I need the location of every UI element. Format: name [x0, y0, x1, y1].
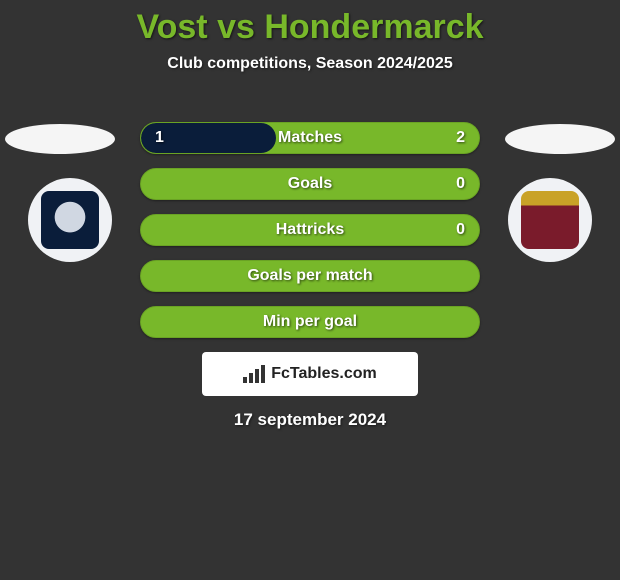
fctables-logo: FcTables.com — [202, 352, 418, 396]
subtitle: Club competitions, Season 2024/2025 — [0, 55, 620, 73]
stat-row: Hattricks0 — [140, 214, 480, 246]
player-left-name-oval — [5, 124, 115, 154]
club-crest-left — [41, 191, 100, 250]
stat-row: Min per goal — [140, 306, 480, 338]
bar-chart-icon — [243, 365, 265, 383]
stat-label: Goals — [141, 169, 479, 199]
club-crest-right — [521, 191, 580, 250]
stat-row: Matches1 2 — [140, 122, 480, 154]
club-badge-left — [28, 178, 112, 262]
stat-label: Hattricks — [141, 215, 479, 245]
stat-row: Goals per match — [140, 260, 480, 292]
stat-right-value: 0 — [456, 215, 465, 245]
infographic-container: Vost vs Hondermarck Club competitions, S… — [0, 0, 620, 580]
stat-label: Matches — [141, 123, 479, 153]
stat-label: Min per goal — [141, 307, 479, 337]
page-title: Vost vs Hondermarck — [0, 0, 620, 47]
date-text: 17 september 2024 — [0, 410, 620, 430]
stat-right-value: 2 — [456, 123, 465, 153]
stats-block: Matches12Goals0Hattricks0Goals per match… — [140, 122, 480, 352]
player-right-name-oval — [505, 124, 615, 154]
stat-row: Goals0 — [140, 168, 480, 200]
stat-left-value: 1 — [155, 123, 164, 153]
stat-label: Goals per match — [141, 261, 479, 291]
stat-right-value: 0 — [456, 169, 465, 199]
logo-text: FcTables.com — [271, 365, 377, 383]
club-badge-right — [508, 178, 592, 262]
